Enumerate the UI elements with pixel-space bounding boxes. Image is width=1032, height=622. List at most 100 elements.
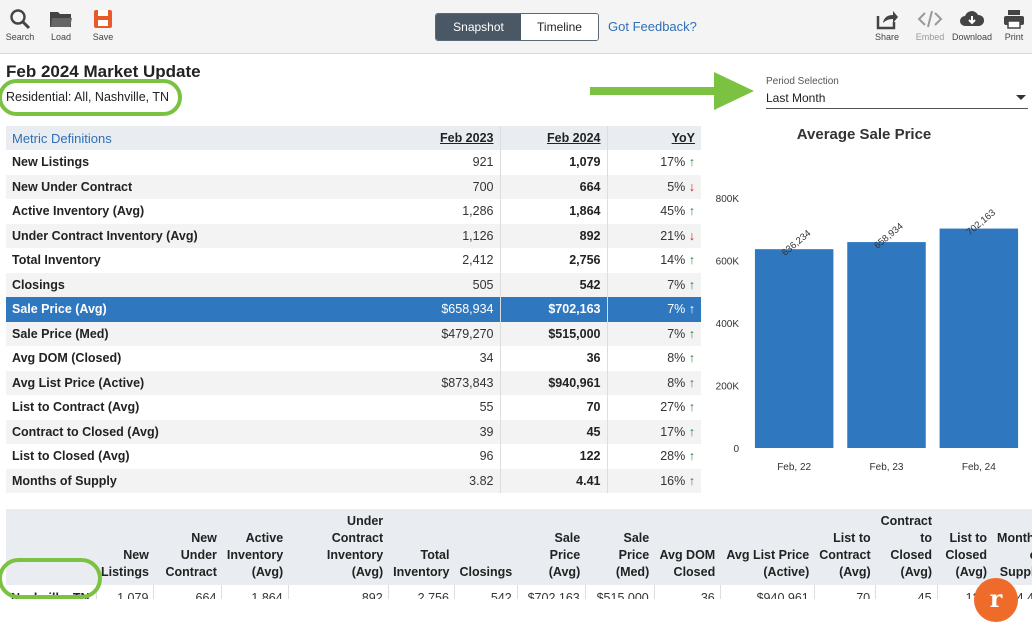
metric-name: Closings (6, 272, 406, 297)
table-row[interactable]: Avg List Price (Active) $873,843 $940,961 8… (6, 370, 701, 395)
table-row[interactable]: Nashville, TN 1,079 664 1,864 892 2,756 542 $70… (6, 585, 1032, 599)
arrow-up-icon: ↑ (688, 253, 695, 268)
table-row[interactable]: Months of Supply 3.82 4.41 16% ↑ (6, 468, 701, 493)
share-label: Share (874, 32, 900, 42)
print-button[interactable]: Print (994, 8, 1032, 42)
code-icon (917, 10, 943, 28)
arrow-up-icon: ↑ (688, 302, 695, 317)
arrow-down-icon: ↓ (688, 179, 695, 194)
table-row[interactable]: Active Inventory (Avg) 1,286 1,864 45% ↑ (6, 199, 701, 224)
x-tick-label: Feb, 24 (962, 462, 996, 473)
table-row[interactable]: Under Contract Inventory (Avg) 1,126 892 21… (6, 223, 701, 248)
metric-curr-value: $702,163 (500, 297, 608, 322)
yoy-value: 7% (667, 302, 686, 317)
period-select[interactable]: Last Month (766, 91, 1028, 109)
metric-yoy: 5% ↓ (607, 174, 701, 199)
table-row[interactable]: New Listings 921 1,079 17% ↑ (6, 150, 701, 175)
arrow-down-icon: ↓ (688, 228, 695, 243)
pointer-arrow-icon (590, 72, 754, 110)
yoy-value: 17% (660, 424, 686, 439)
tab-snapshot[interactable]: Snapshot (436, 14, 521, 40)
metric-prev-value: 34 (406, 346, 501, 371)
col-header-curr: Feb 2024 (500, 126, 608, 150)
tab-timeline[interactable]: Timeline (521, 14, 598, 40)
search-button[interactable]: Search (0, 8, 40, 42)
metric-prev-value: $658,934 (406, 297, 501, 322)
metric-name: Active Inventory (Avg) (12, 204, 145, 219)
table-row[interactable]: Closings 505 542 7% ↑ (6, 272, 701, 297)
metric-curr-value: 36 (500, 346, 608, 371)
metric-curr-value: 45 (500, 419, 608, 444)
bar[interactable] (754, 249, 834, 448)
metric-definitions-link[interactable]: Metric Definitions (6, 126, 406, 150)
metric-prev-value: 3.82 (406, 468, 501, 493)
period-selection-label: Period Selection (766, 76, 839, 87)
y-tick-label: 600K (716, 257, 740, 268)
yoy-value: 14% (660, 253, 686, 268)
column-header: New Under Contract (153, 509, 222, 585)
bar[interactable] (939, 228, 1019, 448)
cell-value: 1,864 (221, 585, 289, 599)
share-button[interactable]: Share (867, 8, 907, 42)
highlight-ring (0, 79, 182, 116)
column-header: Avg List Price (Active) (720, 509, 815, 585)
yoy-value: 5% (667, 179, 686, 194)
download-button[interactable]: Download (952, 8, 992, 42)
metric-name: Sale Price (Med) (6, 321, 406, 346)
bar[interactable] (847, 242, 926, 448)
x-tick-label: Feb, 23 (870, 462, 904, 473)
table-row[interactable]: List to Closed (Avg) 96 122 28% ↑ (6, 444, 701, 469)
yoy-value: 21% (660, 228, 686, 243)
cell-value: 36 (654, 585, 721, 599)
column-header: Active Inventory (Avg) (221, 509, 289, 585)
yoy-value: 7% (667, 277, 686, 292)
metric-prev-value: 921 (406, 150, 501, 175)
table-row[interactable]: Sale Price (Med) $479,270 $515,000 7% ↑ (6, 321, 701, 346)
metric-yoy: 7% ↑ (607, 321, 701, 346)
table-row[interactable]: List to Contract (Avg) 55 70 27% ↑ (6, 395, 701, 420)
feedback-link[interactable]: Got Feedback? (608, 19, 697, 34)
table-row[interactable]: New Under Contract 700 664 5% ↓ (6, 174, 701, 199)
table-row[interactable]: Avg DOM (Closed) 34 36 8% ↑ (6, 346, 701, 371)
metric-curr-value: 70 (500, 395, 608, 420)
arrow-up-icon: ↑ (688, 204, 695, 219)
metric-name: Months of Supply (6, 468, 406, 493)
table-row[interactable]: Contract to Closed (Avg) 39 45 17% ↑ (6, 419, 701, 444)
share-icon (876, 11, 898, 30)
brand-logo[interactable]: r (974, 578, 1018, 622)
metric-prev-value: 96 (406, 444, 501, 469)
column-header: Months of Supply (992, 509, 1032, 585)
table-row[interactable]: Sale Price (Avg) $658,934 $702,163 7% ↑ (6, 297, 701, 322)
metric-name: New Listings (12, 155, 90, 170)
yoy-value: 27% (660, 400, 686, 415)
metric-yoy: 27% ↑ (607, 395, 701, 420)
metric-prev-value: 700 (406, 174, 501, 199)
metric-curr-value: 2,756 (500, 248, 608, 273)
arrow-up-icon: ↑ (688, 400, 695, 415)
arrow-up-icon: ↑ (688, 326, 695, 341)
metric-name: Avg DOM (Closed) (12, 351, 122, 366)
yoy-value: 28% (660, 449, 686, 464)
table-row[interactable]: Total Inventory 2,412 2,756 14% ↑ (6, 248, 701, 273)
column-header: Contract to Closed (Avg) (875, 509, 938, 585)
load-button[interactable]: Load (41, 8, 81, 42)
embed-label: Embed (915, 32, 945, 42)
metric-yoy: 45% ↑ (607, 199, 701, 224)
x-tick-label: Feb, 22 (777, 462, 811, 473)
metrics-table-header: Metric Definitions Feb 2023 Feb 2024 YoY (6, 126, 701, 150)
embed-button[interactable]: Embed (910, 8, 950, 42)
metric-prev-value: 2,412 (406, 248, 501, 273)
period-select-value: Last Month (766, 91, 826, 105)
metrics-table: Metric Definitions Feb 2023 Feb 2024 YoY… (6, 126, 701, 493)
y-tick-label: 400K (716, 319, 740, 330)
metric-name: List to Contract (Avg) (12, 400, 140, 415)
metric-name: Sale Price (Avg) (6, 297, 406, 322)
save-button[interactable]: Save (83, 8, 123, 42)
cell-value: $515,000 (585, 585, 655, 599)
highlight-ring (0, 558, 102, 599)
arrow-up-icon: ↑ (688, 351, 695, 366)
y-tick-label: 0 (733, 444, 739, 455)
cell-value: 2,756 (388, 585, 455, 599)
toolbar: Search Load Save Snapshot Timeline Got F… (0, 0, 1032, 54)
